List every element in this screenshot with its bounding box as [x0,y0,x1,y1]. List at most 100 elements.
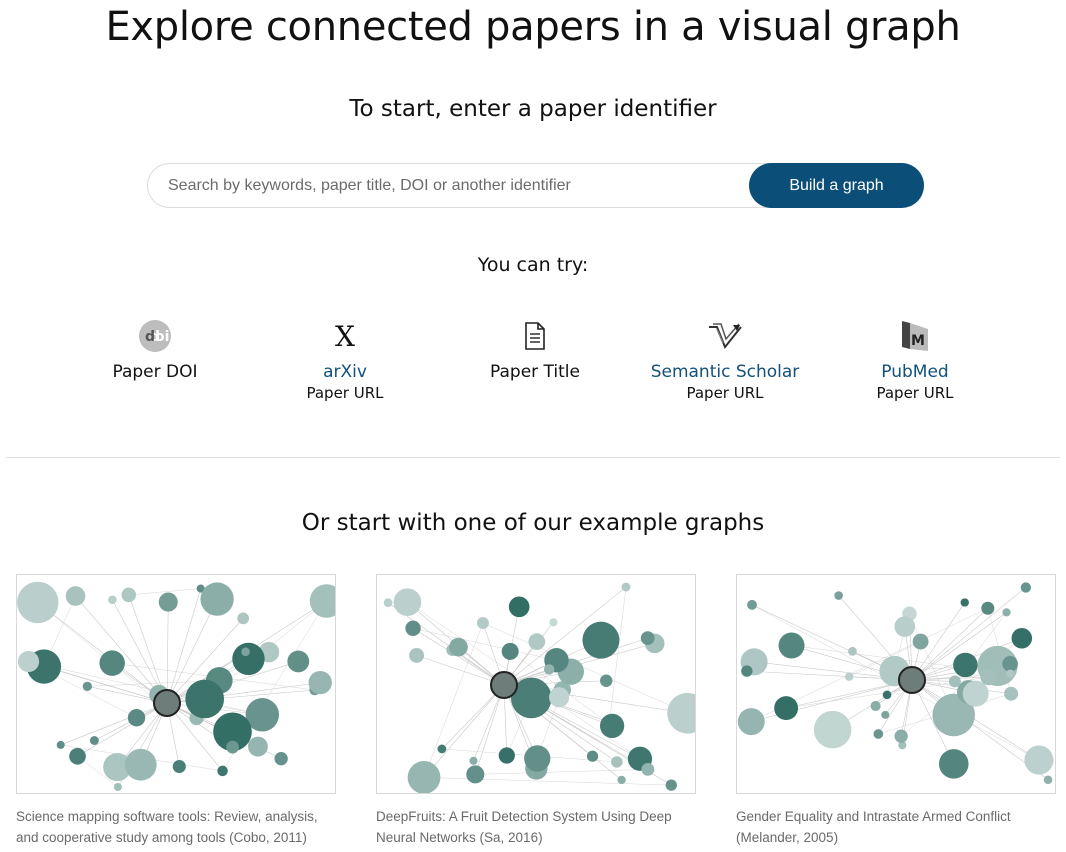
svg-text:d: d [150,329,160,345]
graph-node [1011,627,1033,649]
graph-node [17,581,59,624]
try-option-pubmed-label: PubMed [881,362,949,382]
graph-node [409,647,425,663]
search-bar: Build a graph [147,163,924,208]
svg-text:X: X [335,321,355,351]
graph-node [407,761,441,793]
graph-node [873,729,884,739]
doi-icon: d d oi [65,318,245,354]
graph-node [543,664,555,675]
try-options: d d oi Paper DOI X arXiv Paper URL [0,318,1066,418]
svg-text:M: M [911,333,925,349]
graph-node [1024,745,1054,775]
graph-node [549,687,570,708]
graph-node [245,698,280,732]
graph-node [894,616,916,637]
try-option-title[interactable]: Paper Title [445,318,625,382]
graph-node [981,601,995,615]
graph-node [774,696,799,721]
example-graph-card[interactable]: Gender Equality and Intrastate Armed Con… [736,574,1056,848]
example-graph-thumbnail [376,574,696,794]
graph-node [960,598,969,607]
try-option-arxiv-sub: Paper URL [306,384,384,402]
try-option-semantic-scholar[interactable]: Semantic Scholar Paper URL [635,318,815,402]
graph-node [599,713,625,739]
example-graph-card[interactable]: DeepFruits: A Fruit Detection System Usi… [376,574,696,848]
search-input[interactable] [168,164,738,207]
try-option-doi[interactable]: d d oi Paper DOI [65,318,245,382]
graph-node [962,680,989,707]
graph-node [617,775,626,785]
graph-node [813,710,852,749]
try-option-pubmed[interactable]: M PubMed Paper URL [825,318,1005,402]
graph-node [383,598,393,608]
graph-node [912,633,929,650]
graph-node [737,708,765,736]
svg-text:oi: oi [155,329,169,345]
graph-node [405,620,421,636]
page-title: Explore connected papers in a visual gra… [105,4,961,50]
graph-node [882,690,892,700]
graph-node [309,584,335,618]
graph-node [586,750,599,762]
graph-node [501,642,519,660]
example-graph-thumbnail [16,574,336,794]
graph-origin-node [490,671,518,699]
graph-node [845,672,854,681]
graph-node [747,599,757,610]
try-option-arxiv[interactable]: X arXiv Paper URL [255,318,435,402]
graph-node [881,710,890,719]
graph-node [549,618,558,627]
graph-node [466,765,485,784]
graph-node [834,591,843,600]
graph-node [948,675,961,688]
graph-node [449,637,468,657]
example-graph-caption: Science mapping software tools: Review, … [16,809,318,845]
graph-node [65,586,86,606]
graph-node [469,756,478,765]
graph-node [953,652,978,678]
build-graph-button[interactable]: Build a graph [749,163,924,208]
graph-origin-node [153,689,181,717]
graph-node [1002,608,1011,617]
examples-heading: Or start with one of our example graphs [301,510,765,536]
try-option-semantic-scholar-label: Semantic Scholar [650,362,800,382]
graph-node [127,709,146,727]
graph-node [121,587,136,603]
graph-node [124,748,157,781]
graph-node [226,740,239,754]
graph-node [113,782,122,792]
example-graph-card[interactable]: Science mapping software tools: Review, … [16,574,336,848]
graph-node [894,729,908,743]
graph-node [980,668,997,686]
page-subtitle: To start, enter a paper identifier [349,96,717,122]
graph-node [274,751,288,766]
graph-node [510,677,552,719]
graph-node [89,735,99,745]
graph-origin-node [898,666,926,694]
graph-node [898,741,907,750]
graph-node [1043,775,1053,785]
graph-node [1006,669,1015,679]
example-graph-thumbnail [736,574,1056,794]
try-option-arxiv-label: arXiv [323,362,367,382]
example-graph-caption: DeepFruits: A Fruit Detection System Usi… [376,809,672,845]
graph-node [200,582,234,616]
try-option-title-label: Paper Title [490,362,580,382]
graph-node [393,588,422,617]
graph-node [611,756,623,768]
graph-node [1004,686,1019,701]
graph-node [172,759,186,774]
svg-text:d: d [145,329,155,345]
graph-node [476,617,489,630]
graph-node [524,745,551,772]
graph-node [641,762,655,776]
example-graph-caption: Gender Equality and Intrastate Armed Con… [736,809,1011,845]
graph-node [778,632,805,659]
document-icon [445,318,625,354]
arxiv-icon: X [255,318,435,354]
graph-node [213,712,252,752]
graph-node [108,595,117,605]
graph-node [308,670,332,695]
pubmed-icon: M [825,318,1005,354]
